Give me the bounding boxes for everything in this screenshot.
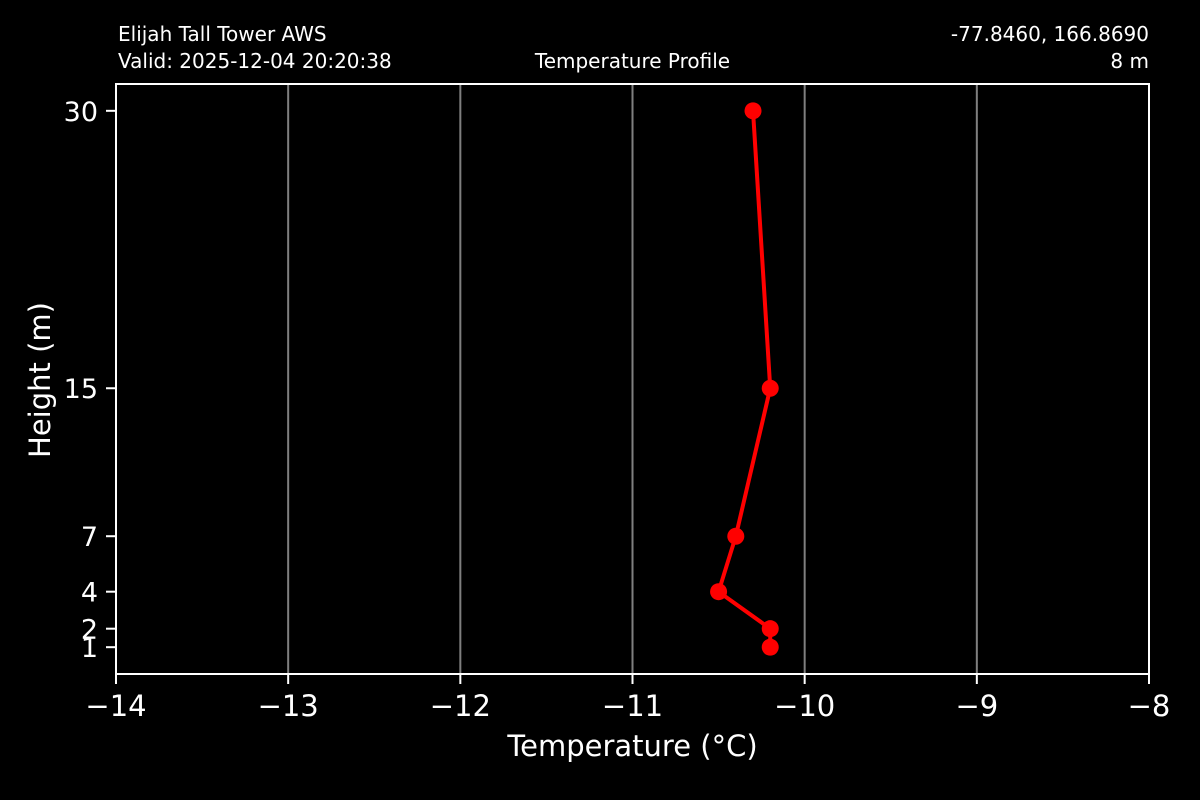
header-right: -77.8460, 166.8690 8 m <box>0 21 1149 75</box>
chart-title: Temperature Profile <box>534 49 731 73</box>
x-tick-label: −10 <box>774 689 835 723</box>
data-point-marker <box>744 102 762 120</box>
station-coordinates: -77.8460, 166.8690 <box>950 22 1149 46</box>
x-tick-label: −12 <box>430 689 491 723</box>
x-tick-label: −14 <box>85 689 146 723</box>
valid-timestamp: Valid: 2025-12-04 20:20:38 <box>118 49 392 73</box>
x-tick-label: −11 <box>602 689 663 723</box>
y-tick-label: 4 <box>81 578 98 609</box>
data-point-marker <box>761 620 779 638</box>
data-point-marker <box>727 527 745 545</box>
y-tick-label: 2 <box>81 615 98 646</box>
y-axis-label: Height (m) <box>23 302 57 458</box>
y-tick-label: 7 <box>81 522 98 553</box>
x-tick-label: −13 <box>258 689 319 723</box>
data-point-marker <box>710 583 728 601</box>
station-name: Elijah Tall Tower AWS <box>118 22 327 46</box>
station-elevation: 8 m <box>1110 49 1149 73</box>
x-tick-label: −8 <box>1128 689 1171 723</box>
data-point-marker <box>761 638 779 656</box>
data-point-marker <box>761 379 779 397</box>
y-tick-label: 30 <box>64 97 98 128</box>
y-tick-label: 15 <box>64 374 98 405</box>
profile-line <box>716 108 773 650</box>
header-left: Elijah Tall Tower AWS Valid: 2025-12-04 … <box>118 21 392 75</box>
x-axis-label: Temperature (°C) <box>507 729 758 763</box>
y-tick-label: 1 <box>81 633 98 664</box>
x-tick-label: −9 <box>955 689 998 723</box>
plot-border <box>115 83 1150 675</box>
